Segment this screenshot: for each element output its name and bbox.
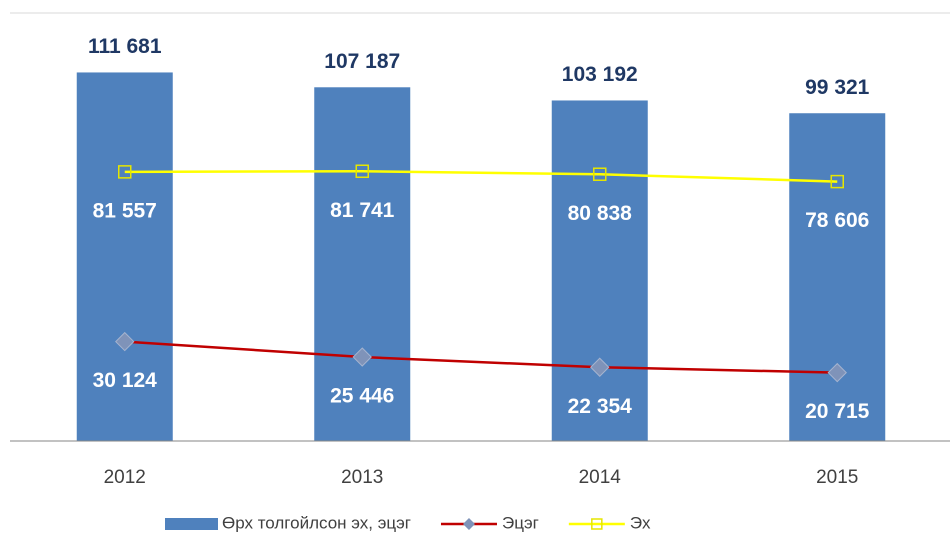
legend-label: Эх <box>630 513 651 532</box>
line-value-label: 25 446 <box>330 385 394 408</box>
marker <box>115 331 135 352</box>
x-tick-label: 2013 <box>341 467 383 488</box>
line-value-label: 80 838 <box>568 202 633 225</box>
bar-value-label: 107 187 <box>324 50 400 73</box>
bar <box>789 113 886 442</box>
line-value-label: 30 124 <box>93 369 158 392</box>
legend-marker <box>462 518 475 530</box>
legend-label: Өрх толгойлсон эх, эцэг <box>222 513 411 532</box>
line-value-label: 81 741 <box>330 199 395 222</box>
bar <box>314 87 411 441</box>
line-value-label: 78 606 <box>805 209 869 232</box>
x-tick-label: 2014 <box>579 467 622 488</box>
line-value-label: 81 557 <box>93 199 157 222</box>
bar <box>76 72 173 441</box>
line-value-label: 20 715 <box>805 400 870 423</box>
bar-value-label: 99 321 <box>805 76 870 99</box>
marker <box>830 174 844 189</box>
line <box>124 340 838 374</box>
x-tick-label: 2015 <box>816 467 858 488</box>
marker <box>118 165 132 179</box>
legend-swatch <box>165 518 218 530</box>
marker <box>355 164 369 179</box>
marker <box>590 357 610 377</box>
marker <box>827 362 847 383</box>
x-tick-label: 2012 <box>104 467 146 488</box>
marker <box>593 167 607 181</box>
line-value-label: 22 354 <box>568 395 633 418</box>
legend-marker <box>591 518 603 530</box>
legend-label: Эцэг <box>502 513 539 532</box>
bar-value-label: 111 681 <box>88 35 162 58</box>
marker <box>352 347 372 367</box>
bar-value-label: 103 192 <box>562 63 638 86</box>
line <box>124 170 838 183</box>
bar <box>551 100 648 441</box>
